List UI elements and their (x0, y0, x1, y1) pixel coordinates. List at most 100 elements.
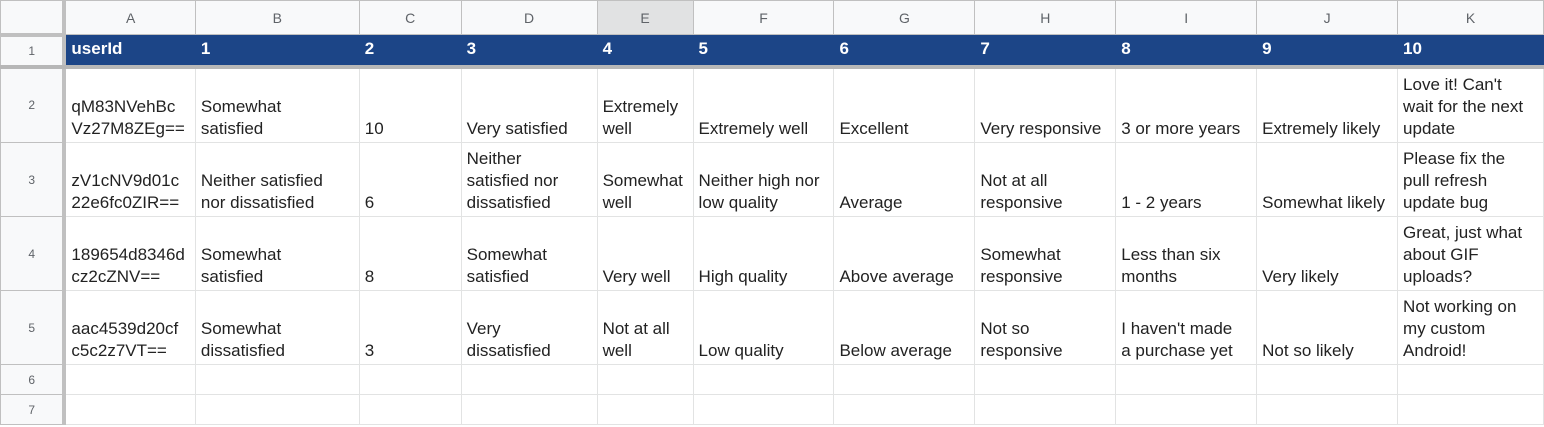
table-cell[interactable] (194, 364, 360, 395)
table-cell[interactable]: Not at all responsive (974, 142, 1117, 217)
table-cell[interactable]: Not so likely (1256, 290, 1399, 365)
table-cell[interactable]: zV1cNV9d01c 22e6fc0ZIR== (63, 142, 196, 217)
table-cell[interactable] (460, 364, 598, 395)
table-cell[interactable]: I haven't made a purchase yet (1115, 290, 1258, 365)
table-cell[interactable] (974, 394, 1117, 425)
table-cell[interactable]: Somewhat well (596, 142, 694, 217)
table-cell[interactable]: Extremely likely (1256, 66, 1399, 143)
table-cell[interactable] (1397, 394, 1544, 425)
table-cell[interactable]: Somewhat responsive (974, 216, 1117, 291)
header-cell[interactable]: 4 (596, 34, 694, 69)
header-cell[interactable]: 5 (692, 34, 835, 69)
table-cell[interactable]: Great, just what about GIF uploads? (1397, 216, 1544, 291)
select-all-corner[interactable] (0, 0, 67, 37)
table-cell[interactable]: Somewhat satisfied (194, 216, 360, 291)
table-cell[interactable] (194, 394, 360, 425)
table-cell[interactable] (833, 394, 976, 425)
header-cell[interactable]: 10 (1397, 34, 1544, 69)
table-cell[interactable]: Not at all well (596, 290, 694, 365)
table-cell[interactable]: Very dissatisfied (460, 290, 598, 365)
table-cell[interactable]: Extremely well (596, 66, 694, 143)
header-cell[interactable]: 7 (974, 34, 1117, 69)
header-cell[interactable]: userId (63, 34, 196, 69)
row-header[interactable]: 1 (0, 34, 67, 69)
table-cell[interactable]: Average (833, 142, 976, 217)
column-header-h[interactable]: H (974, 0, 1117, 35)
table-cell[interactable] (1115, 394, 1258, 425)
table-cell[interactable] (1115, 364, 1258, 395)
table-cell[interactable]: Love it! Can't wait for the next update (1397, 66, 1544, 143)
table-cell[interactable]: Somewhat likely (1256, 142, 1399, 217)
row-header[interactable]: 3 (0, 142, 67, 217)
header-cell[interactable]: 1 (194, 34, 360, 69)
column-header-a[interactable]: A (63, 0, 196, 35)
table-cell[interactable] (974, 364, 1117, 395)
table-cell[interactable]: 3 (358, 290, 462, 365)
table-cell[interactable]: qM83NVehBc Vz27M8ZEg== (63, 66, 196, 143)
table-cell[interactable] (1256, 364, 1399, 395)
table-cell[interactable]: Very well (596, 216, 694, 291)
table-cell[interactable]: Below average (833, 290, 976, 365)
header-cell[interactable]: 2 (358, 34, 462, 69)
column-header-f[interactable]: F (692, 0, 835, 35)
table-cell[interactable]: Neither high nor low quality (692, 142, 835, 217)
table-cell[interactable] (358, 394, 462, 425)
table-cell[interactable]: Low quality (692, 290, 835, 365)
table-cell[interactable]: High quality (692, 216, 835, 291)
table-cell[interactable]: Somewhat satisfied (460, 216, 598, 291)
table-cell[interactable]: 189654d8346d cz2cZNV== (63, 216, 196, 291)
row-header[interactable]: 4 (0, 216, 67, 291)
header-cell[interactable]: 8 (1115, 34, 1258, 69)
column-header-d[interactable]: D (460, 0, 598, 35)
column-header-c[interactable]: C (358, 0, 462, 35)
table-cell[interactable]: Excellent (833, 66, 976, 143)
table-row: 6 (0, 364, 1544, 395)
table-cell[interactable]: Very responsive (974, 66, 1117, 143)
table-cell[interactable]: Very likely (1256, 216, 1399, 291)
table-row: 2 qM83NVehBc Vz27M8ZEg== Somewhat satisfie… (0, 66, 1544, 143)
table-cell[interactable]: Above average (833, 216, 976, 291)
table-cell[interactable]: Neither satisfied nor dissatisfied (460, 142, 598, 217)
table-cell[interactable] (596, 364, 694, 395)
table-cell[interactable]: 1 - 2 years (1115, 142, 1258, 217)
header-cell[interactable]: 9 (1256, 34, 1399, 69)
table-cell[interactable]: Please fix the pull refresh update bug (1397, 142, 1544, 217)
column-header-e[interactable]: E (596, 0, 694, 35)
table-cell[interactable]: 8 (358, 216, 462, 291)
table-cell[interactable] (63, 364, 196, 395)
row-header[interactable]: 5 (0, 290, 67, 365)
row-header[interactable]: 2 (0, 66, 67, 143)
row-header[interactable]: 7 (0, 394, 67, 425)
table-cell[interactable]: 10 (358, 66, 462, 143)
column-header-k[interactable]: K (1397, 0, 1544, 35)
table-cell[interactable]: aac4539d20cf c5c2z7VT== (63, 290, 196, 365)
column-header-i[interactable]: I (1115, 0, 1258, 35)
column-header-g[interactable]: G (833, 0, 976, 35)
header-data-row: 1 userId 1 2 3 4 5 6 7 8 9 10 (0, 34, 1544, 69)
table-cell[interactable] (596, 394, 694, 425)
table-cell[interactable]: Somewhat satisfied (194, 66, 360, 143)
table-cell[interactable]: Less than six months (1115, 216, 1258, 291)
header-cell[interactable]: 3 (460, 34, 598, 69)
table-cell[interactable]: Extremely well (692, 66, 835, 143)
row-header[interactable]: 6 (0, 364, 67, 395)
table-cell[interactable] (1397, 364, 1544, 395)
table-cell[interactable] (63, 394, 196, 425)
table-cell[interactable] (692, 394, 835, 425)
table-cell[interactable]: 3 or more years (1115, 66, 1258, 143)
table-cell[interactable]: Not so responsive (974, 290, 1117, 365)
table-cell[interactable] (358, 364, 462, 395)
table-row: 7 (0, 394, 1544, 425)
table-cell[interactable] (1256, 394, 1399, 425)
table-cell[interactable] (460, 394, 598, 425)
table-cell[interactable] (833, 364, 976, 395)
table-cell[interactable]: Somewhat dissatisfied (194, 290, 360, 365)
column-header-b[interactable]: B (194, 0, 360, 35)
column-header-j[interactable]: J (1256, 0, 1399, 35)
header-cell[interactable]: 6 (833, 34, 976, 69)
table-cell[interactable] (692, 364, 835, 395)
table-cell[interactable]: Very satisfied (460, 66, 598, 143)
table-cell[interactable]: Neither satisfied nor dissatisfied (194, 142, 360, 217)
table-cell[interactable]: Not working on my custom Android! (1397, 290, 1544, 365)
table-cell[interactable]: 6 (358, 142, 462, 217)
